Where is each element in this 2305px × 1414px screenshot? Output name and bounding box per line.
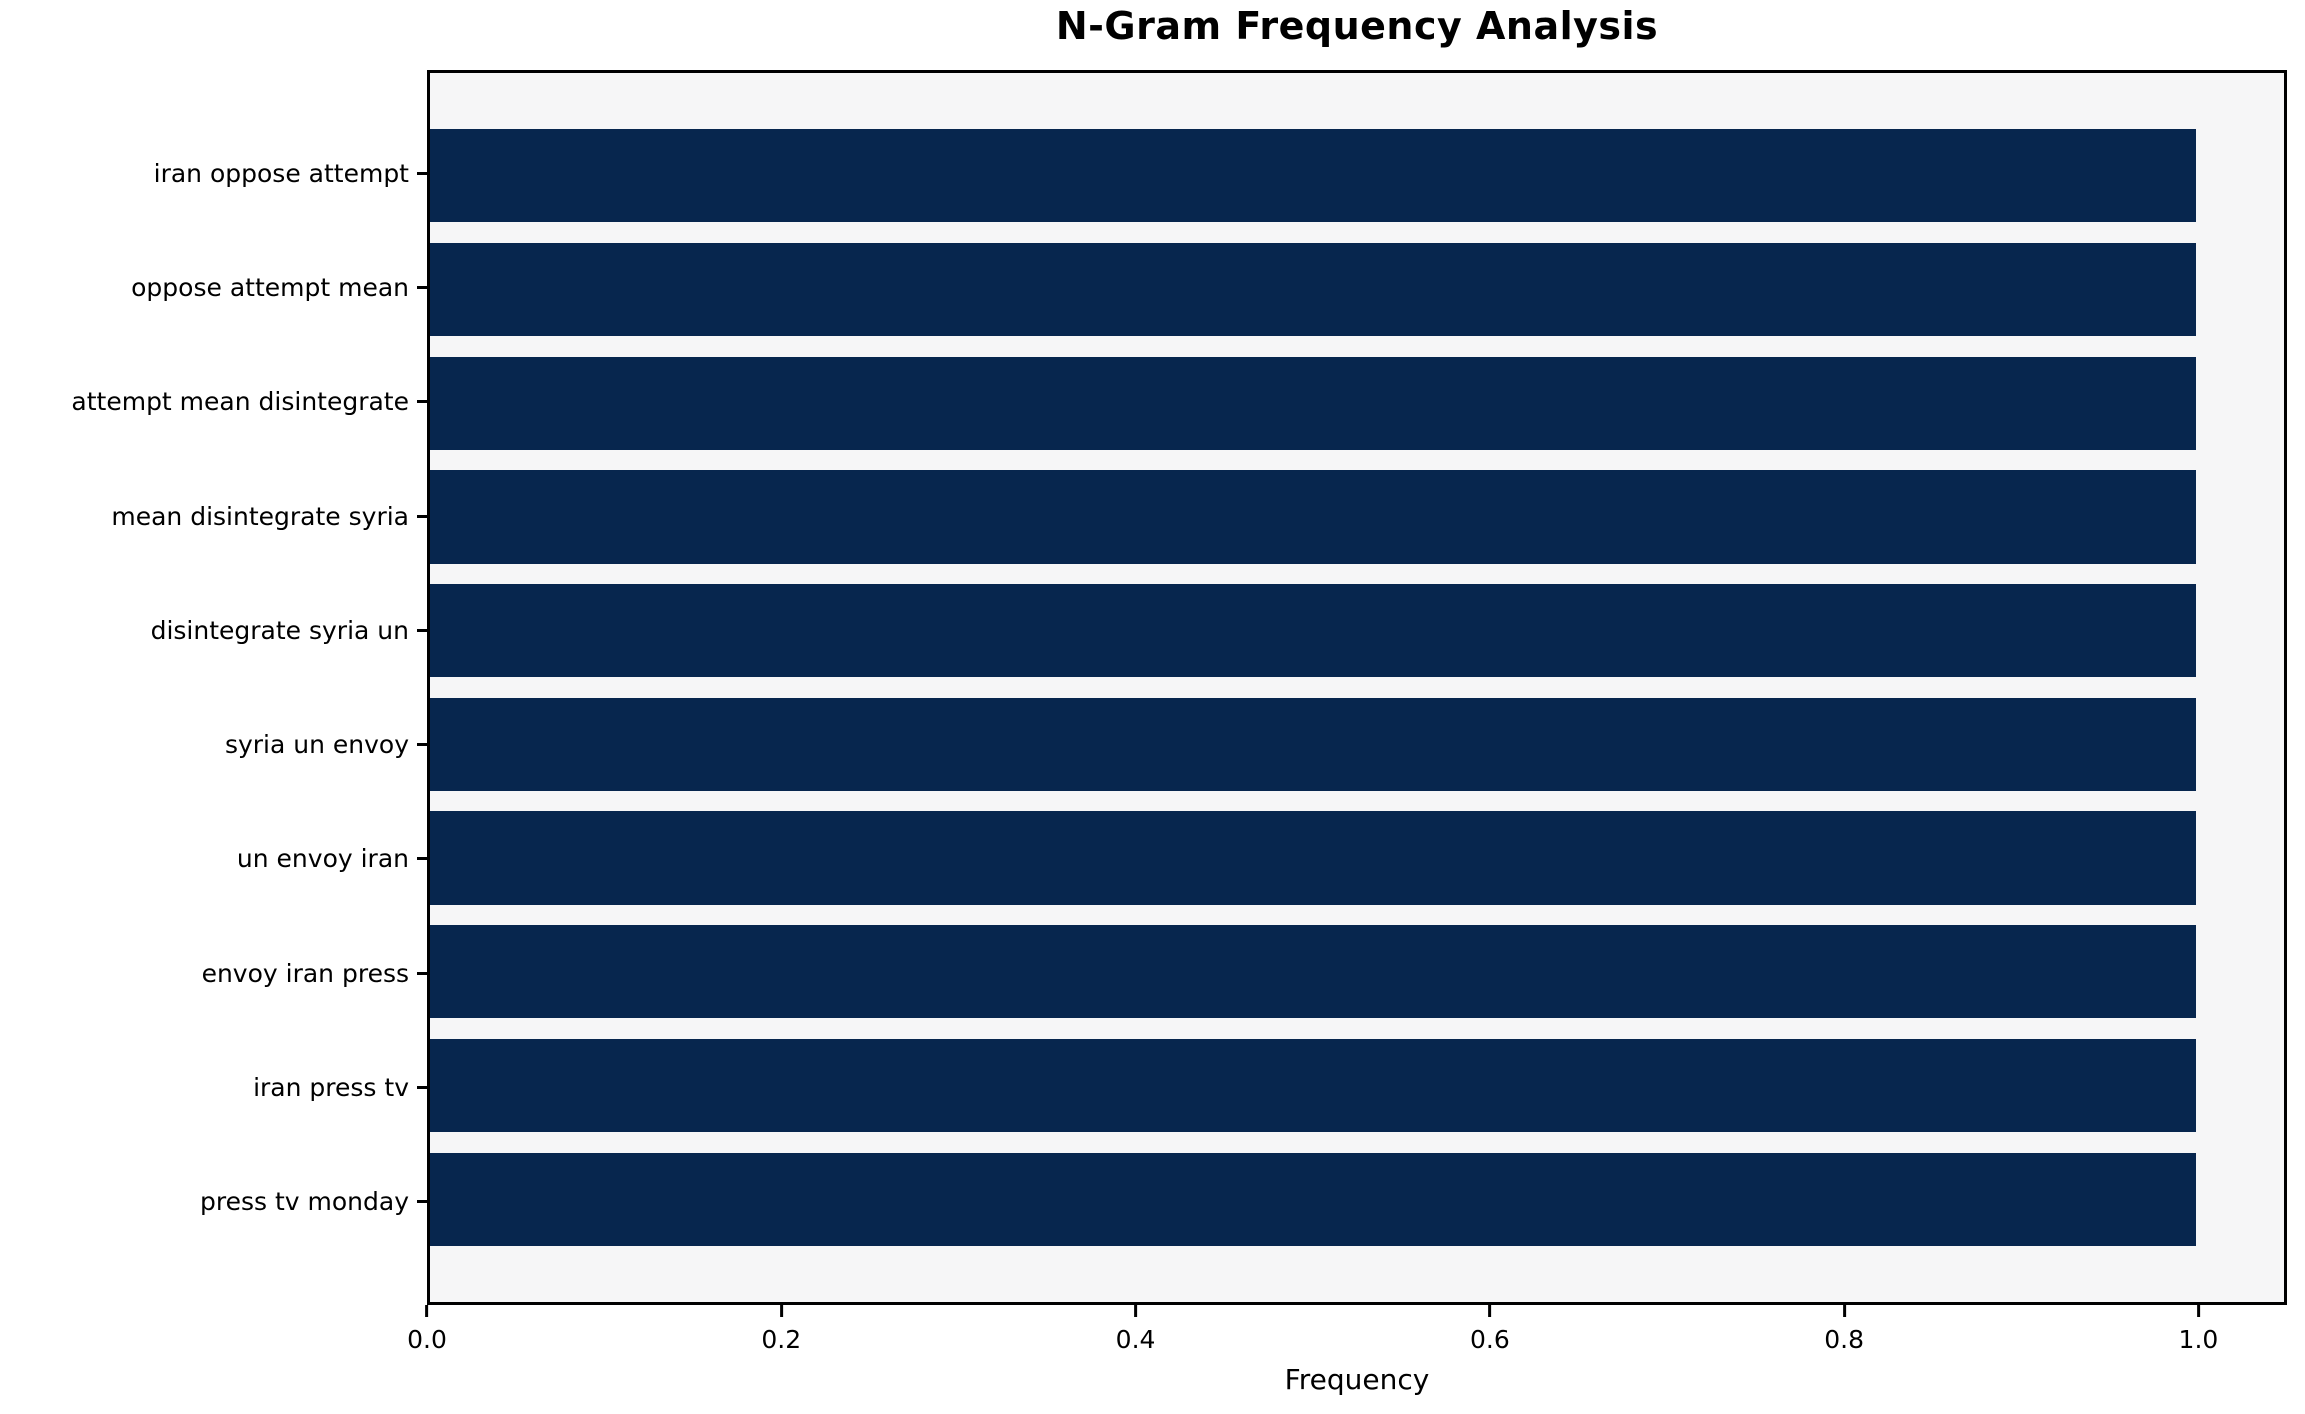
- x-tick-label: 0.0: [407, 1325, 447, 1354]
- x-tick-mark: [2196, 1305, 2200, 1317]
- bar-row: [430, 1029, 2284, 1143]
- y-tick-label: disintegrate syria un: [150, 615, 409, 645]
- x-tick-label: 1.0: [2178, 1325, 2219, 1354]
- x-tick-label: 0.4: [1115, 1325, 1156, 1354]
- y-tick-label: syria un envoy: [224, 730, 409, 760]
- bar-syria-un-envoy: [430, 697, 2196, 791]
- bars-container: [430, 73, 2284, 1302]
- x-axis-label: Frequency: [1284, 1363, 1430, 1396]
- x-tick: 1.0: [2178, 1305, 2219, 1354]
- bar-disintegrate-syria-un: [430, 584, 2196, 678]
- bar-iran-oppose-attempt: [430, 129, 2196, 223]
- y-tick-label: mean disintegrate syria: [111, 501, 409, 531]
- y-tick-row: un envoy iran: [0, 802, 427, 916]
- y-tick-label: attempt mean disintegrate: [71, 387, 409, 417]
- bar-envoy-iran-press: [430, 925, 2196, 1019]
- y-tick-label: iran oppose attempt: [153, 158, 409, 188]
- y-tick-row: oppose attempt mean: [0, 230, 427, 344]
- y-tick-row: press tv monday: [0, 1145, 427, 1259]
- y-tick-mark: [417, 857, 427, 861]
- y-tick-label: iran press tv: [253, 1073, 409, 1103]
- y-tick-label: envoy iran press: [201, 958, 409, 988]
- y-tick-mark: [417, 743, 427, 747]
- x-axis: 0.0 0.2 0.4 0.6 0.8 1.0: [407, 1305, 2287, 1375]
- x-tick: 0.0: [407, 1305, 447, 1354]
- y-tick-mark: [417, 1086, 427, 1090]
- bar-row: [430, 574, 2284, 688]
- y-tick-mark: [417, 1200, 427, 1204]
- y-tick-row: envoy iran press: [0, 916, 427, 1030]
- x-tick: 0.4: [1115, 1305, 1156, 1354]
- y-tick-mark: [417, 171, 427, 175]
- bar-row: [430, 801, 2284, 915]
- y-tick-row: iran press tv: [0, 1030, 427, 1144]
- y-tick-mark: [417, 628, 427, 632]
- bar-row: [430, 460, 2284, 574]
- y-tick-mark: [417, 971, 427, 975]
- bar-row: [430, 346, 2284, 460]
- x-tick: 0.2: [761, 1305, 801, 1354]
- bar-row: [430, 1142, 2284, 1256]
- y-tick-row: disintegrate syria un: [0, 573, 427, 687]
- x-tick: 0.6: [1470, 1305, 1510, 1354]
- bar-un-envoy-iran: [430, 811, 2196, 905]
- bar-row: [430, 119, 2284, 233]
- y-tick-row: mean disintegrate syria: [0, 459, 427, 573]
- y-axis-labels: iran oppose attempt oppose attempt mean at…: [0, 70, 427, 1305]
- bar-mean-disintegrate-syria: [430, 470, 2196, 564]
- bar-press-tv-monday: [430, 1152, 2196, 1246]
- bar-attempt-mean-disintegrate: [430, 356, 2196, 450]
- y-tick-row: iran oppose attempt: [0, 116, 427, 230]
- y-tick-label: press tv monday: [200, 1187, 409, 1217]
- y-tick-mark: [417, 514, 427, 518]
- y-tick-mark: [417, 285, 427, 289]
- x-tick-mark: [425, 1305, 429, 1317]
- bar-oppose-attempt-mean: [430, 242, 2196, 337]
- bar-iran-press-tv: [430, 1038, 2196, 1133]
- x-tick-mark: [1488, 1305, 1492, 1317]
- y-tick-mark: [417, 400, 427, 404]
- y-tick-label: un envoy iran: [236, 844, 409, 874]
- x-tick-mark: [779, 1305, 783, 1317]
- y-tick-row: syria un envoy: [0, 687, 427, 801]
- bar-row: [430, 915, 2284, 1029]
- y-tick-row: attempt mean disintegrate: [0, 345, 427, 459]
- x-tick: 0.8: [1824, 1305, 1864, 1354]
- x-tick-mark: [1134, 1305, 1138, 1317]
- x-tick-mark: [1842, 1305, 1846, 1317]
- y-tick-label: oppose attempt mean: [131, 272, 409, 302]
- chart-title: N-Gram Frequency Analysis: [1055, 4, 1659, 48]
- x-tick-label: 0.8: [1824, 1325, 1865, 1354]
- x-tick-label: 0.2: [761, 1325, 802, 1354]
- x-tick-label: 0.6: [1469, 1325, 1510, 1354]
- plot-area: [427, 70, 2287, 1305]
- bar-row: [430, 233, 2284, 347]
- bar-row: [430, 688, 2284, 802]
